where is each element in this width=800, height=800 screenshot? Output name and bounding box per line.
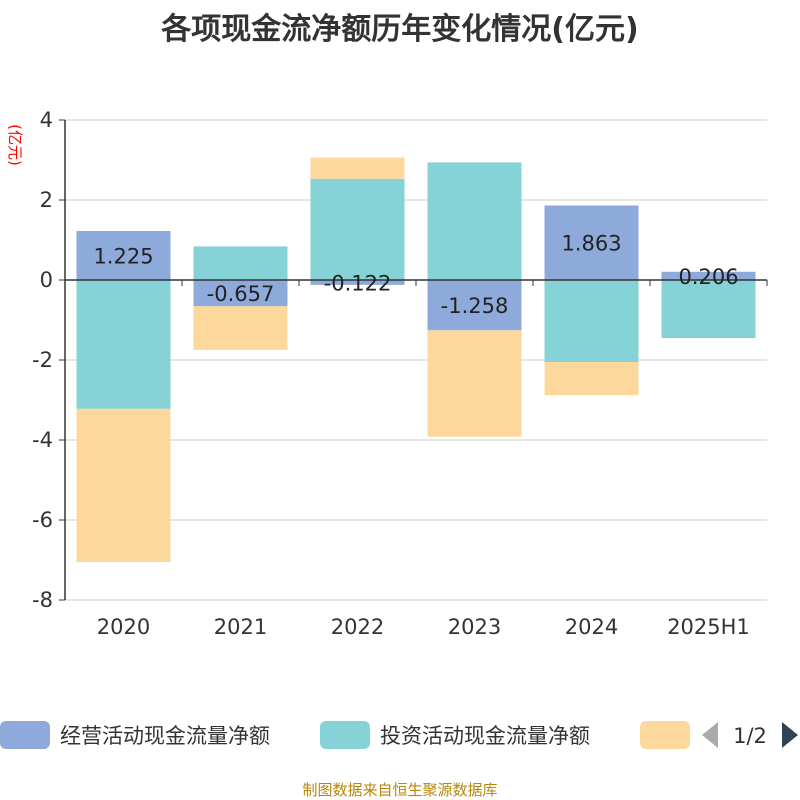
legend-pager: 1/2 bbox=[702, 722, 798, 748]
legend-swatch[interactable] bbox=[0, 721, 50, 749]
bar-2023-series-2[interactable] bbox=[427, 330, 522, 437]
y-tick-label: 2 bbox=[40, 188, 53, 212]
grid bbox=[65, 119, 767, 601]
x-tick-label: 2022 bbox=[331, 615, 384, 639]
bar-2022-series-0[interactable] bbox=[310, 280, 405, 285]
bar-2025H1-series-1[interactable] bbox=[661, 280, 756, 338]
x-tick-label: 2024 bbox=[565, 615, 618, 639]
bar-2020-series-0[interactable] bbox=[76, 231, 171, 280]
data-label: -1.258 bbox=[441, 294, 509, 318]
bar-2023-series-0[interactable] bbox=[427, 280, 522, 331]
legend-page-indicator: 1/2 bbox=[733, 724, 767, 748]
x-tick-label: 2020 bbox=[97, 615, 150, 639]
y-tick-label: 4 bbox=[40, 108, 53, 132]
bar-2023-series-1[interactable] bbox=[427, 162, 522, 280]
y-tick-label: -4 bbox=[32, 428, 53, 452]
bar-2021-series-0[interactable] bbox=[193, 280, 288, 307]
y-axis-unit: (亿元) bbox=[6, 124, 24, 166]
data-labels: 1.225 -0.657 -0.122 -1.258 1.863 0.206 bbox=[93, 232, 738, 318]
bar-2024-series-0[interactable] bbox=[544, 205, 639, 280]
axes: 4 2 0 -2 -4 -6 -8 2020 2021 2022 2023 2024 2025H1 bbox=[32, 108, 768, 639]
data-label: -0.122 bbox=[324, 271, 392, 295]
data-label: 1.863 bbox=[561, 232, 621, 256]
chart-title: 各项现金流净额历年变化情况(亿元) bbox=[160, 12, 638, 47]
data-label: 0.206 bbox=[678, 265, 738, 289]
x-tick-label: 2025H1 bbox=[667, 615, 750, 639]
legend-next-arrow-icon[interactable] bbox=[782, 722, 798, 748]
bar-2021-series-2[interactable] bbox=[193, 306, 288, 350]
x-tick-label: 2023 bbox=[448, 615, 501, 639]
data-label: -0.657 bbox=[207, 282, 275, 306]
bar-2020-series-1[interactable] bbox=[76, 280, 171, 409]
data-label: 1.225 bbox=[93, 245, 153, 269]
legend-label[interactable]: 经营活动现金流量净额 bbox=[60, 724, 270, 748]
legend: 经营活动现金流量净额 投资活动现金流量净额 bbox=[0, 721, 690, 749]
legend-swatch[interactable] bbox=[320, 721, 370, 749]
y-tick-label: 0 bbox=[40, 268, 53, 292]
bar-2020-series-2[interactable] bbox=[76, 408, 171, 562]
legend-prev-arrow-icon[interactable] bbox=[702, 722, 718, 748]
bar-2025H1-series-0[interactable] bbox=[661, 271, 756, 280]
y-tick-label: -8 bbox=[32, 588, 53, 612]
bar-2024-series-1[interactable] bbox=[544, 280, 639, 362]
bar-2022-series-1[interactable] bbox=[310, 178, 405, 280]
y-tick-label: -6 bbox=[32, 508, 53, 532]
bars bbox=[76, 157, 756, 562]
x-tick-label: 2021 bbox=[214, 615, 267, 639]
bar-2022-series-2[interactable] bbox=[310, 157, 405, 179]
legend-label[interactable]: 投资活动现金流量净额 bbox=[380, 724, 590, 748]
y-tick-label: -2 bbox=[32, 348, 53, 372]
legend-swatch[interactable] bbox=[640, 721, 690, 749]
source-note: 制图数据来自恒生聚源数据库 bbox=[302, 781, 497, 799]
bar-2024-series-2[interactable] bbox=[544, 362, 639, 396]
bar-2021-series-1[interactable] bbox=[193, 246, 288, 280]
